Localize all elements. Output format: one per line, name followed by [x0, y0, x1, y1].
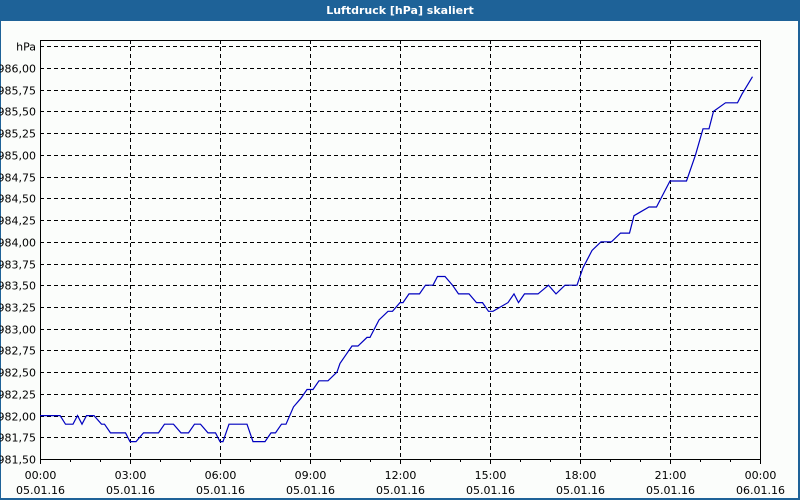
y-unit-label: hPa — [16, 41, 36, 54]
x-tick-time: 00:00 — [745, 469, 777, 482]
y-tick-label: 985,00 — [0, 150, 36, 163]
x-tick-date: 05.01.16 — [376, 484, 425, 497]
y-tick-label: 981,75 — [0, 432, 36, 445]
y-tick-label: 984,25 — [0, 215, 36, 228]
y-axis: hPa 981,50 981,75 982,00 982,25 982,50 982,75… — [0, 41, 36, 467]
x-tick-date: 05.01.16 — [196, 484, 245, 497]
y-tick-label: 984,00 — [0, 237, 36, 250]
y-tick-label: 985,25 — [0, 128, 36, 141]
y-tick-label: 985,75 — [0, 85, 36, 98]
y-tick-label: 983,00 — [0, 324, 36, 337]
y-tick-label: 982,75 — [0, 345, 36, 358]
grid-lines — [40, 40, 760, 460]
y-tick-label: 984,50 — [0, 193, 36, 206]
y-tick-label: 982,25 — [0, 389, 36, 402]
x-tick-time: 06:00 — [205, 469, 237, 482]
y-tick-label: 984,75 — [0, 172, 36, 185]
x-tick-time: 09:00 — [295, 469, 327, 482]
x-tick-date: 05.01.16 — [646, 484, 695, 497]
x-tick-date: 05.01.16 — [466, 484, 515, 497]
window-title: Luftdruck [hPa] skaliert — [0, 0, 800, 21]
x-axis: 00:00 05.01.16 03:00 05.01.16 06:00 05.01.16 0… — [16, 459, 785, 497]
y-tick-label: 983,50 — [0, 280, 36, 293]
x-tick-time: 21:00 — [655, 469, 687, 482]
y-tick-label: 982,00 — [0, 411, 36, 424]
pressure-line — [40, 76, 754, 443]
x-tick-time: 15:00 — [475, 469, 507, 482]
plot-border — [40, 40, 761, 460]
x-tick-date: 05.01.16 — [106, 484, 155, 497]
y-tick-label: 983,25 — [0, 302, 36, 315]
y-tick-label: 986,00 — [0, 63, 36, 76]
y-tick-label: 982,50 — [0, 367, 36, 380]
y-tick-label: 983,75 — [0, 259, 36, 272]
x-tick-time: 03:00 — [115, 469, 147, 482]
x-tick-time: 18:00 — [565, 469, 597, 482]
x-tick-time: 12:00 — [385, 469, 417, 482]
x-tick-time: 00:00 — [25, 469, 57, 482]
x-tick-date: 06.01.16 — [736, 484, 785, 497]
x-tick-date: 05.01.16 — [16, 484, 65, 497]
x-tick-date: 05.01.16 — [286, 484, 335, 497]
chart-canvas-area — [1, 21, 798, 498]
y-tick-label: 985,50 — [0, 106, 36, 119]
y-tick-label: 981,50 — [0, 454, 36, 467]
x-tick-date: 05.01.16 — [556, 484, 605, 497]
